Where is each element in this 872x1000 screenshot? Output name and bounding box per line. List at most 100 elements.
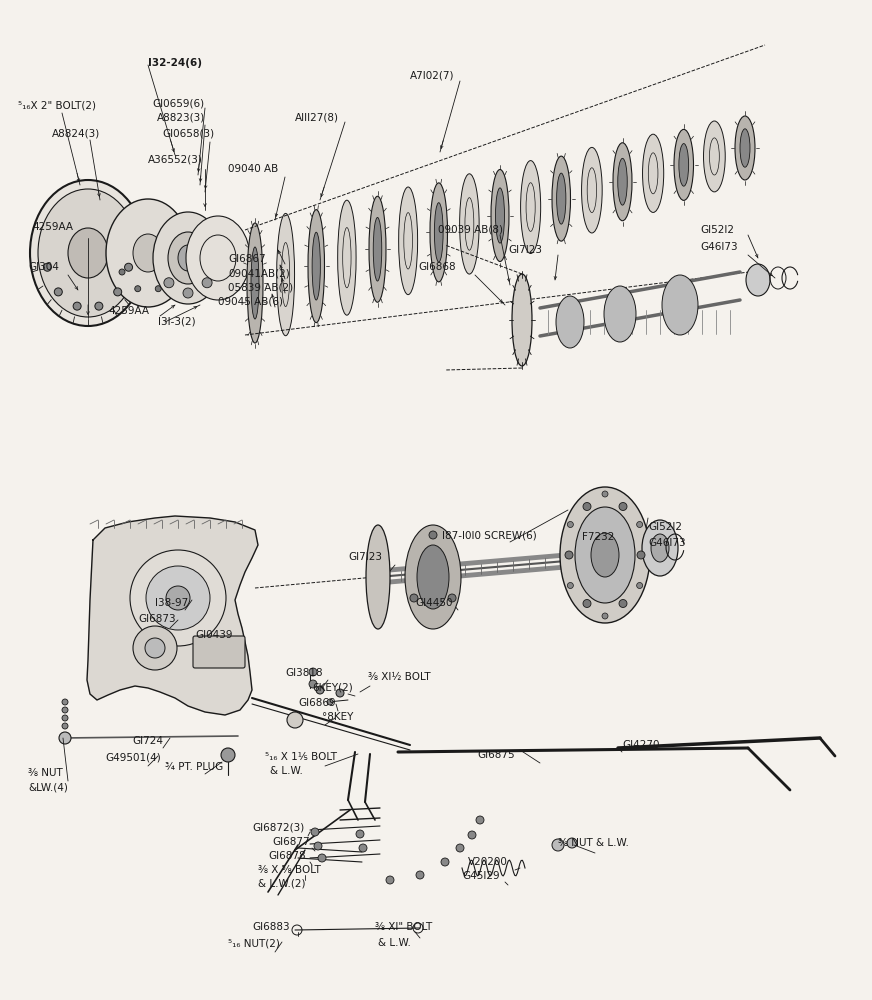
Text: A36552(3): A36552(3) bbox=[148, 154, 203, 164]
Ellipse shape bbox=[556, 296, 584, 348]
Ellipse shape bbox=[491, 169, 509, 261]
Ellipse shape bbox=[704, 121, 726, 192]
Ellipse shape bbox=[651, 534, 669, 562]
Text: ¾ PT. PLUG: ¾ PT. PLUG bbox=[165, 762, 223, 772]
Circle shape bbox=[448, 594, 456, 602]
Circle shape bbox=[73, 302, 81, 310]
Text: GI6869: GI6869 bbox=[298, 698, 336, 708]
Text: GI52I2: GI52I2 bbox=[648, 522, 682, 532]
Text: GI3818: GI3818 bbox=[285, 668, 323, 678]
Text: &LW.(4): &LW.(4) bbox=[28, 783, 68, 793]
Ellipse shape bbox=[337, 200, 356, 315]
Circle shape bbox=[287, 712, 303, 728]
Ellipse shape bbox=[153, 212, 223, 304]
Text: 09040 AB: 09040 AB bbox=[228, 164, 278, 174]
Text: A7I02(7): A7I02(7) bbox=[410, 70, 454, 80]
Text: G49501(4): G49501(4) bbox=[105, 752, 160, 762]
Ellipse shape bbox=[604, 286, 636, 342]
Text: ⅜ NUT: ⅜ NUT bbox=[28, 768, 63, 778]
Circle shape bbox=[44, 263, 51, 271]
Circle shape bbox=[146, 566, 210, 630]
Text: 4259AA: 4259AA bbox=[32, 222, 73, 232]
Text: 09045 AB(6): 09045 AB(6) bbox=[218, 296, 283, 306]
Ellipse shape bbox=[735, 116, 755, 180]
Ellipse shape bbox=[560, 487, 650, 623]
Circle shape bbox=[155, 286, 161, 292]
Circle shape bbox=[567, 838, 577, 848]
Ellipse shape bbox=[68, 228, 108, 278]
Ellipse shape bbox=[168, 232, 208, 284]
Circle shape bbox=[619, 503, 627, 511]
Circle shape bbox=[314, 842, 322, 850]
Circle shape bbox=[619, 599, 627, 607]
Circle shape bbox=[336, 689, 344, 697]
Text: F7232: F7232 bbox=[582, 532, 615, 542]
Text: 05839 AB(2): 05839 AB(2) bbox=[228, 282, 293, 292]
Circle shape bbox=[429, 531, 437, 539]
Circle shape bbox=[637, 582, 643, 588]
Text: GI6877: GI6877 bbox=[272, 837, 310, 847]
Ellipse shape bbox=[369, 196, 386, 302]
Ellipse shape bbox=[740, 129, 750, 167]
Ellipse shape bbox=[662, 275, 698, 335]
Text: GI0658(3): GI0658(3) bbox=[162, 128, 215, 138]
Circle shape bbox=[95, 302, 103, 310]
Text: GI52I2: GI52I2 bbox=[700, 225, 734, 235]
Circle shape bbox=[311, 828, 319, 836]
Ellipse shape bbox=[38, 189, 138, 317]
Ellipse shape bbox=[106, 199, 190, 307]
Ellipse shape bbox=[746, 264, 770, 296]
Ellipse shape bbox=[276, 213, 295, 336]
Text: 4259AA: 4259AA bbox=[108, 306, 149, 316]
Text: 09039 AB(8): 09039 AB(8) bbox=[438, 225, 503, 235]
Circle shape bbox=[130, 550, 226, 646]
Text: GI304: GI304 bbox=[28, 262, 59, 272]
Ellipse shape bbox=[521, 161, 541, 254]
Text: A8823(3): A8823(3) bbox=[157, 112, 205, 122]
Text: °8KEY: °8KEY bbox=[322, 712, 353, 722]
Circle shape bbox=[327, 699, 333, 705]
Circle shape bbox=[202, 278, 212, 288]
Circle shape bbox=[316, 686, 324, 694]
Text: GI6875: GI6875 bbox=[477, 750, 514, 760]
Ellipse shape bbox=[617, 158, 627, 205]
Polygon shape bbox=[87, 516, 258, 715]
Text: ⅜ XI½ BOLT: ⅜ XI½ BOLT bbox=[368, 672, 431, 682]
Circle shape bbox=[166, 586, 190, 610]
Ellipse shape bbox=[417, 545, 449, 609]
Circle shape bbox=[171, 269, 177, 275]
Text: GI4450: GI4450 bbox=[415, 598, 453, 608]
Ellipse shape bbox=[582, 147, 603, 233]
Ellipse shape bbox=[178, 245, 198, 271]
FancyBboxPatch shape bbox=[193, 636, 245, 668]
Circle shape bbox=[602, 491, 608, 497]
Text: GI7I23: GI7I23 bbox=[348, 552, 382, 562]
Circle shape bbox=[456, 844, 464, 852]
Ellipse shape bbox=[556, 173, 566, 224]
Text: GI6867: GI6867 bbox=[228, 254, 266, 264]
Ellipse shape bbox=[30, 180, 146, 326]
Ellipse shape bbox=[399, 187, 418, 295]
Text: & L.W.: & L.W. bbox=[378, 938, 411, 948]
Circle shape bbox=[441, 858, 449, 866]
Text: V20200: V20200 bbox=[468, 857, 508, 867]
Circle shape bbox=[583, 599, 591, 607]
Text: GI724: GI724 bbox=[132, 736, 163, 746]
Circle shape bbox=[318, 854, 326, 862]
Ellipse shape bbox=[133, 234, 163, 272]
Circle shape bbox=[356, 830, 364, 838]
Ellipse shape bbox=[495, 188, 505, 243]
Text: & L.W.: & L.W. bbox=[270, 766, 303, 776]
Circle shape bbox=[637, 522, 643, 528]
Ellipse shape bbox=[251, 247, 259, 319]
Text: I32-24(6): I32-24(6) bbox=[148, 58, 202, 68]
Ellipse shape bbox=[186, 216, 250, 300]
Ellipse shape bbox=[312, 232, 320, 300]
Ellipse shape bbox=[460, 174, 479, 274]
Ellipse shape bbox=[591, 533, 619, 577]
Ellipse shape bbox=[405, 525, 461, 629]
Ellipse shape bbox=[512, 274, 532, 366]
Ellipse shape bbox=[308, 210, 324, 323]
Ellipse shape bbox=[642, 520, 678, 576]
Circle shape bbox=[309, 680, 317, 688]
